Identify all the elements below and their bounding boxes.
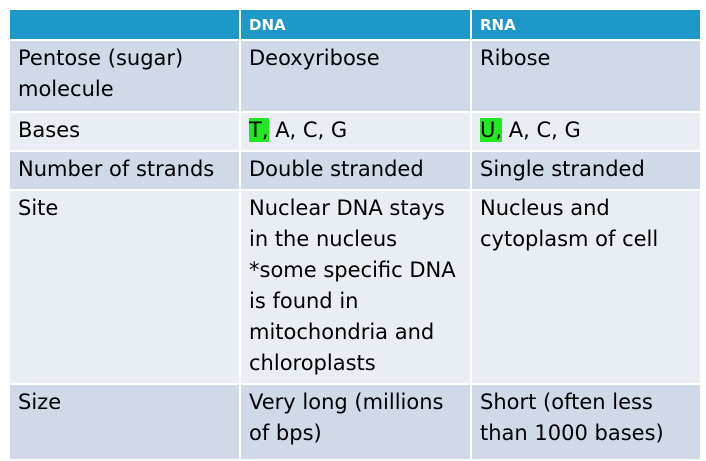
cell-rna-site: Nucleus and cytoplasm of cell [470, 189, 702, 385]
header-row: DNA RNA [8, 8, 702, 41]
dna-bases-rest: A, C, G [268, 118, 348, 142]
table-row-size: Size Very long (millions of bps) Short (… [8, 383, 702, 461]
rna-base-highlight: U, [480, 118, 503, 142]
row-label-strands: Number of strands [8, 150, 241, 191]
header-cell-rna: RNA [470, 8, 702, 41]
header-cell-dna: DNA [239, 8, 472, 41]
cell-rna-pentose: Ribose [470, 39, 702, 113]
cell-rna-strands: Single stranded [470, 150, 702, 191]
cell-dna-site: Nuclear DNA stays in the nucleus *some s… [239, 189, 472, 385]
table-row-site: Site Nuclear DNA stays in the nucleus *s… [8, 189, 702, 385]
table-row-bases: Bases T, A, C, G U, A, C, G [8, 111, 702, 152]
row-label-size: Size [8, 383, 241, 461]
cell-dna-size: Very long (millions of bps) [239, 383, 472, 461]
row-label-bases: Bases [8, 111, 241, 152]
cell-rna-size: Short (often less than 1000 bases) [470, 383, 702, 461]
cell-dna-bases: T, A, C, G [239, 111, 472, 152]
row-label-pentose: Pentose (sugar) molecule [8, 39, 241, 113]
cell-rna-bases: U, A, C, G [470, 111, 702, 152]
cell-dna-pentose: Deoxyribose [239, 39, 472, 113]
cell-dna-strands: Double stranded [239, 150, 472, 191]
comparison-table-container: DNA RNA Pentose (sugar) molecule Deoxyri… [8, 8, 702, 461]
dna-base-highlight: T, [249, 118, 269, 142]
table-row-pentose: Pentose (sugar) molecule Deoxyribose Rib… [8, 39, 702, 113]
dna-rna-comparison-table: DNA RNA Pentose (sugar) molecule Deoxyri… [8, 8, 702, 461]
row-label-site: Site [8, 189, 241, 385]
table-row-strands: Number of strands Double stranded Single… [8, 150, 702, 191]
header-cell-empty [8, 8, 241, 41]
rna-bases-rest: A, C, G [502, 118, 581, 142]
